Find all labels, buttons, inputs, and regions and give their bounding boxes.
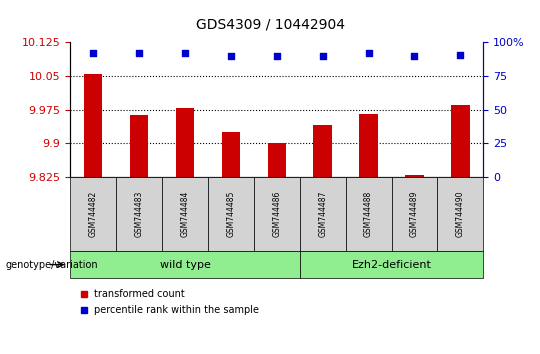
Text: GSM744483: GSM744483 bbox=[134, 191, 144, 238]
Bar bbox=[70, 177, 116, 251]
Point bbox=[364, 50, 373, 56]
Bar bbox=[451, 105, 470, 177]
Bar bbox=[130, 115, 148, 177]
Bar bbox=[360, 114, 378, 177]
Text: GSM744484: GSM744484 bbox=[180, 191, 190, 238]
Point bbox=[410, 53, 419, 59]
Point bbox=[273, 53, 281, 59]
Point bbox=[456, 52, 464, 57]
Text: GDS4309 / 10442904: GDS4309 / 10442904 bbox=[195, 18, 345, 32]
Point bbox=[319, 53, 327, 59]
Bar bbox=[116, 177, 162, 251]
Text: GSM744482: GSM744482 bbox=[89, 191, 98, 237]
Bar bbox=[162, 177, 208, 251]
Point bbox=[180, 50, 190, 56]
Bar bbox=[314, 125, 332, 177]
Point bbox=[135, 50, 144, 56]
Text: GSM744487: GSM744487 bbox=[318, 191, 327, 238]
Text: GSM744489: GSM744489 bbox=[410, 191, 419, 238]
Text: transformed count: transformed count bbox=[94, 289, 185, 299]
Bar bbox=[70, 251, 300, 278]
Bar bbox=[222, 132, 240, 177]
Text: wild type: wild type bbox=[159, 259, 211, 270]
Bar bbox=[176, 108, 194, 177]
Bar bbox=[300, 251, 483, 278]
Bar bbox=[392, 177, 437, 251]
Text: GSM744485: GSM744485 bbox=[226, 191, 235, 238]
Bar bbox=[84, 74, 103, 177]
Text: Ezh2-deficient: Ezh2-deficient bbox=[352, 259, 431, 270]
Bar bbox=[437, 177, 483, 251]
Text: GSM744488: GSM744488 bbox=[364, 191, 373, 237]
Point bbox=[227, 53, 235, 59]
Text: percentile rank within the sample: percentile rank within the sample bbox=[94, 305, 260, 315]
Text: GSM744490: GSM744490 bbox=[456, 191, 465, 238]
Bar bbox=[208, 177, 254, 251]
Point bbox=[89, 50, 98, 56]
Bar bbox=[268, 143, 286, 177]
Bar bbox=[405, 175, 423, 177]
Bar bbox=[254, 177, 300, 251]
Bar bbox=[300, 177, 346, 251]
Bar bbox=[346, 177, 392, 251]
Text: genotype/variation: genotype/variation bbox=[5, 259, 98, 270]
Text: GSM744486: GSM744486 bbox=[272, 191, 281, 238]
